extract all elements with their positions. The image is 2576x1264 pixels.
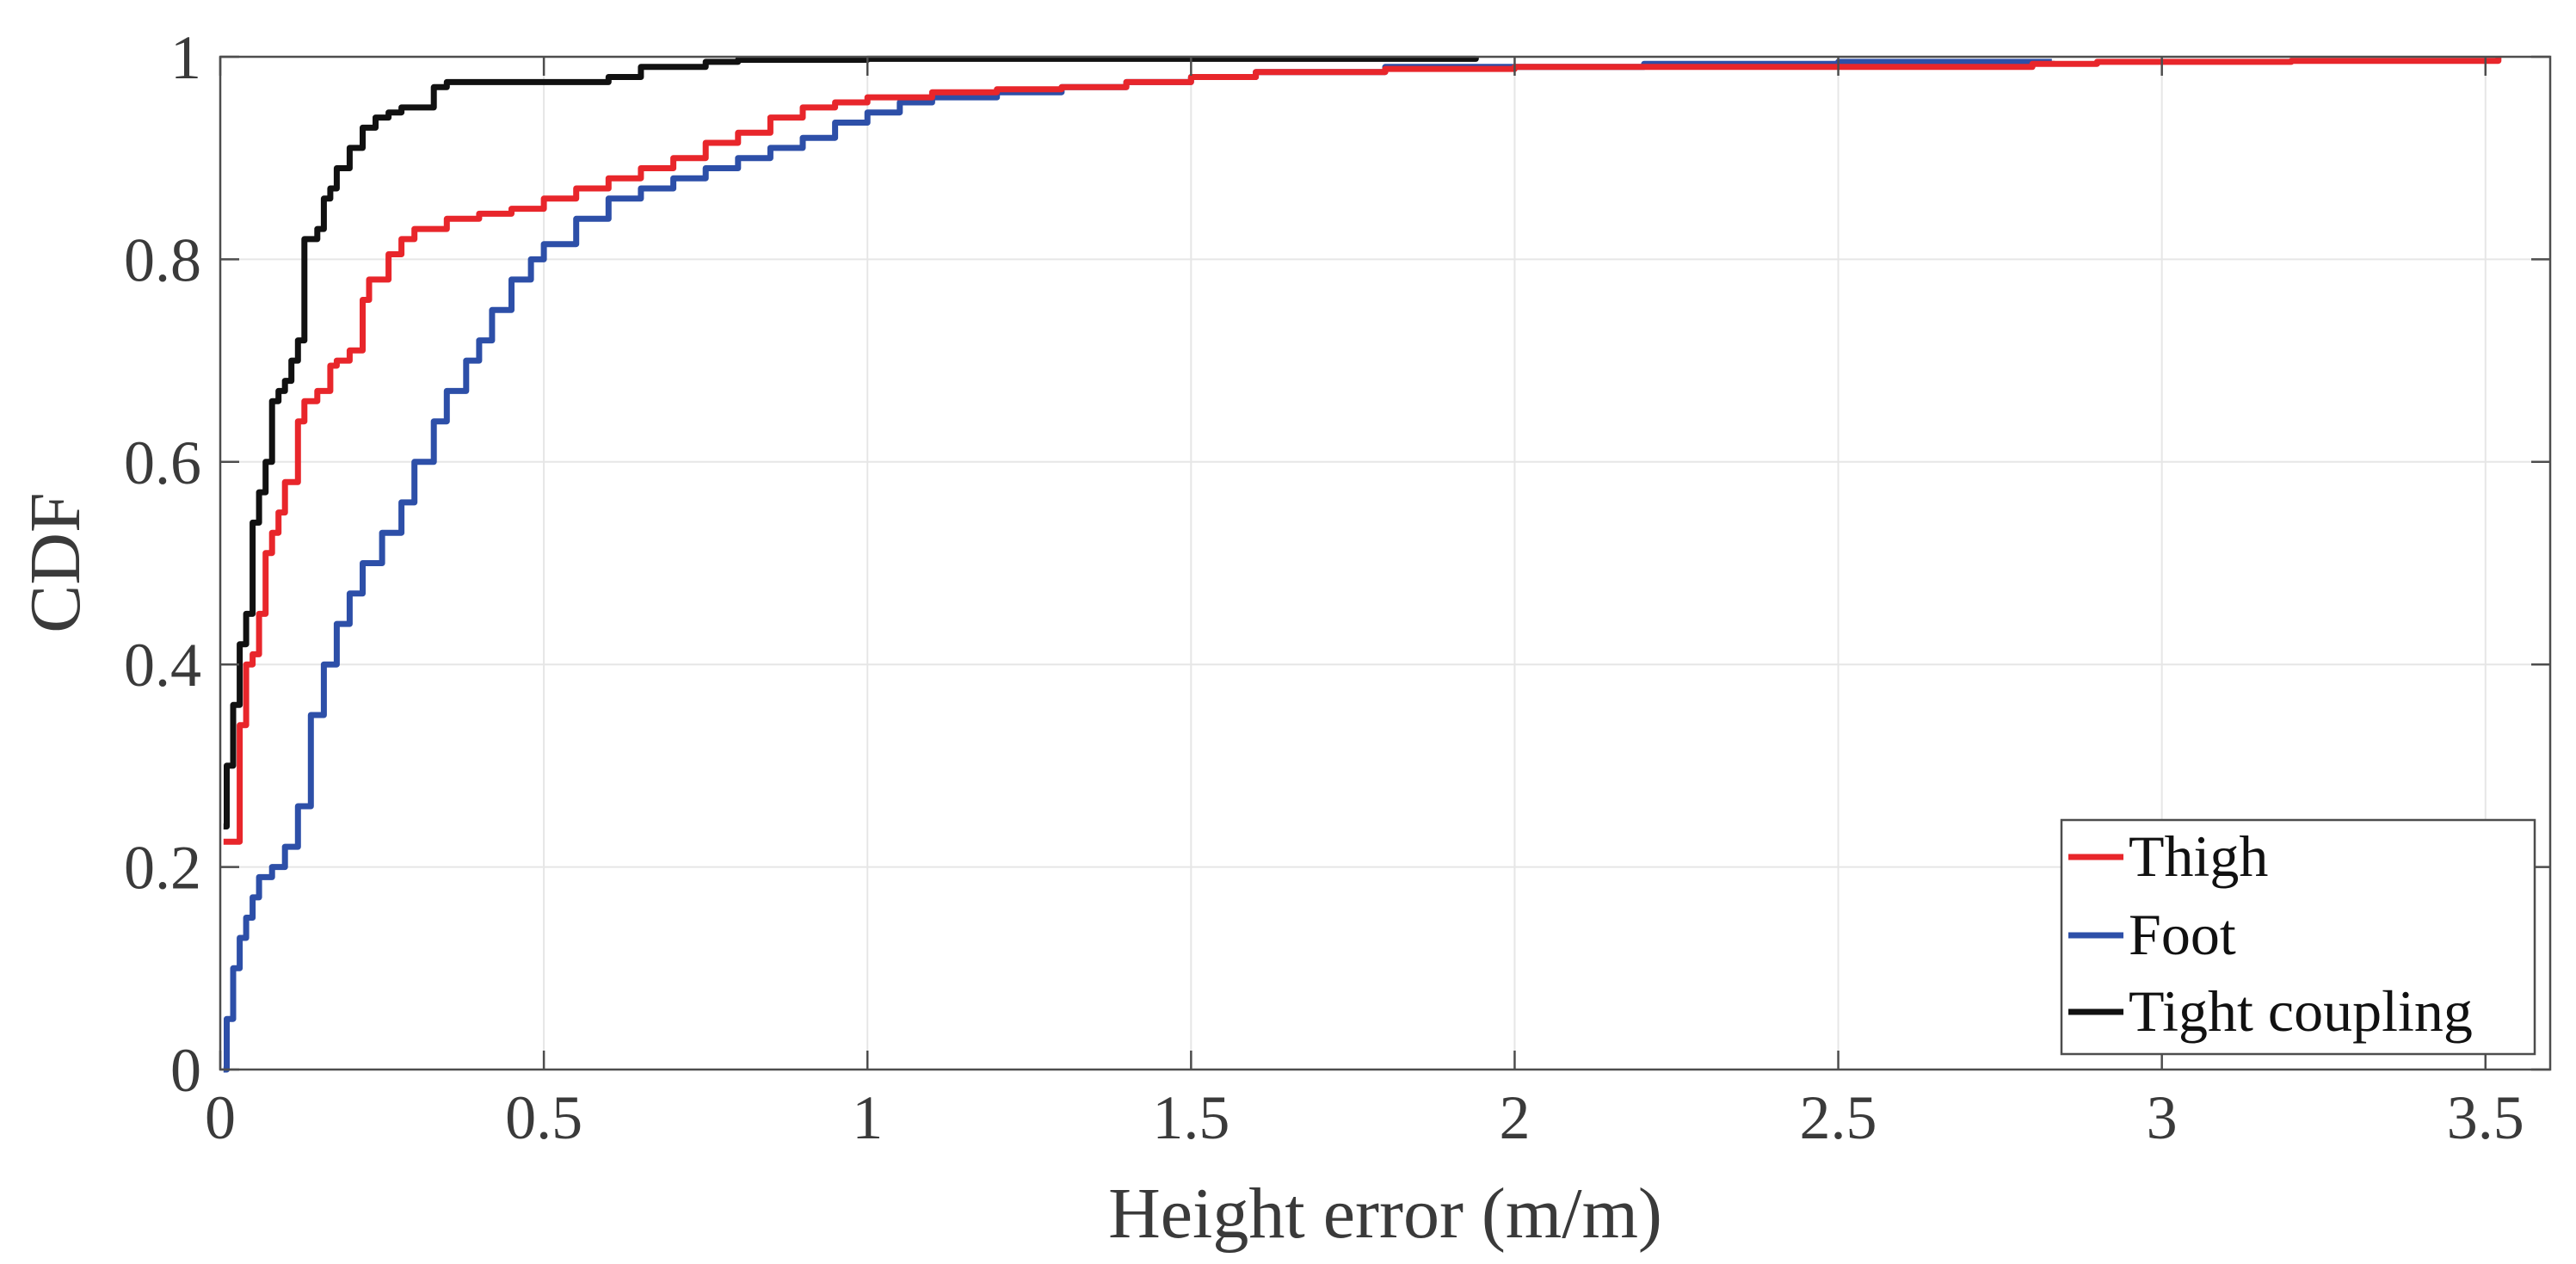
x-axis-title: Height error (m/m) [1108, 1174, 1662, 1254]
y-tick-label: 0.6 [124, 429, 201, 497]
x-tick-label: 1.5 [1152, 1083, 1229, 1152]
series-line-thigh [223, 57, 2502, 845]
y-tick-label: 0.4 [124, 631, 201, 700]
legend-box [2060, 818, 2536, 1056]
legend-label-tight-coupling: Tight coupling [2129, 978, 2473, 1044]
axes-box [219, 55, 2552, 1071]
x-tick-label: 2.5 [1800, 1083, 1877, 1152]
y-tick-label: 0 [170, 1036, 201, 1105]
y-tick-label: 0.2 [124, 834, 201, 903]
legend-label-foot: Foot [2129, 902, 2236, 967]
series-line-tight-coupling [223, 55, 1479, 829]
series-lines [223, 55, 2502, 1073]
y-tick-label: 1 [170, 23, 201, 92]
x-axis: 0 0.5 1 1.5 2 2.5 3 3.5 [205, 57, 2524, 1152]
x-tick-label: 3.5 [2447, 1083, 2524, 1152]
x-tick-label: 0 [205, 1083, 236, 1152]
x-tick-label: 0.5 [505, 1083, 582, 1152]
y-axis: 0 0.2 0.4 0.6 0.8 1 [124, 23, 2550, 1105]
x-tick-label: 1 [852, 1083, 883, 1152]
x-tick-label: 3 [2147, 1083, 2178, 1152]
x-tick-label: 2 [1499, 1083, 1530, 1152]
y-axis-title: CDF [15, 492, 96, 632]
legend: Thigh Foot Tight coupling [2060, 818, 2536, 1056]
y-tick-label: 0.8 [124, 225, 201, 294]
legend-label-thigh: Thigh [2129, 823, 2268, 889]
